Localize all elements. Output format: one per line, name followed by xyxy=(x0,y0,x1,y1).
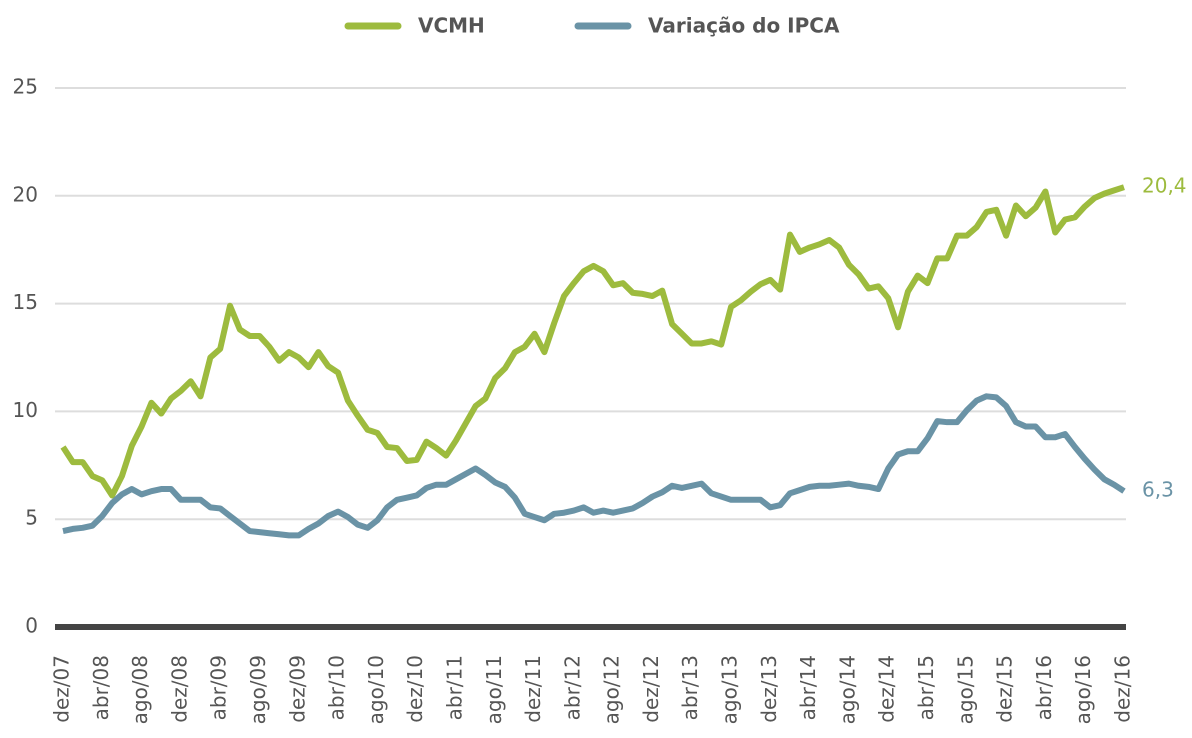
x-tick-label: ago/09 xyxy=(246,655,270,724)
legend-text: VCMH xyxy=(418,14,485,38)
x-tick-label: ago/08 xyxy=(128,655,152,724)
end-label: 6,3 xyxy=(1142,478,1174,502)
x-tick-label: ago/15 xyxy=(953,655,977,724)
x-tick-label: abr/12 xyxy=(560,655,584,720)
x-tick-label: abr/08 xyxy=(89,655,113,720)
x-tick-label: ago/12 xyxy=(600,655,624,724)
x-tick-label: dez/07 xyxy=(50,655,74,723)
x-tick-label: dez/12 xyxy=(639,655,663,723)
y-tick-label: 10 xyxy=(13,398,38,422)
y-tick-label: 15 xyxy=(13,290,38,314)
x-tick-label: ago/13 xyxy=(718,655,742,724)
x-tick-label: ago/14 xyxy=(835,655,859,724)
x-tick-label: dez/10 xyxy=(403,655,427,723)
x-tick-label: abr/13 xyxy=(678,655,702,720)
y-tick-label: 20 xyxy=(13,182,38,206)
x-tick-label: abr/11 xyxy=(442,655,466,720)
x-tick-label: abr/15 xyxy=(914,655,938,720)
y-tick-label: 0 xyxy=(25,614,38,638)
x-tick-label: abr/16 xyxy=(1032,655,1056,720)
x-tick-label: dez/11 xyxy=(521,655,545,723)
x-tick-label: abr/14 xyxy=(796,655,820,720)
x-tick-label: dez/13 xyxy=(757,655,781,723)
legend-text: Variação do IPCA xyxy=(648,14,840,38)
x-tick-label: ago/11 xyxy=(482,655,506,724)
series-line xyxy=(60,184,1125,499)
x-tick-label: dez/16 xyxy=(1111,655,1135,723)
x-tick-label: abr/10 xyxy=(325,655,349,720)
y-tick-label: 25 xyxy=(13,75,38,99)
x-tick-label: dez/14 xyxy=(875,655,899,723)
x-tick-label: ago/16 xyxy=(1071,655,1095,724)
y-tick-label: 5 xyxy=(25,506,38,530)
x-tick-label: dez/09 xyxy=(285,655,309,723)
end-label: 20,4 xyxy=(1142,174,1187,198)
x-tick-label: dez/15 xyxy=(993,655,1017,723)
x-tick-label: dez/08 xyxy=(167,655,191,723)
x-tick-label: abr/09 xyxy=(207,655,231,720)
series-line xyxy=(62,393,1126,539)
x-tick-label: ago/10 xyxy=(364,655,388,724)
